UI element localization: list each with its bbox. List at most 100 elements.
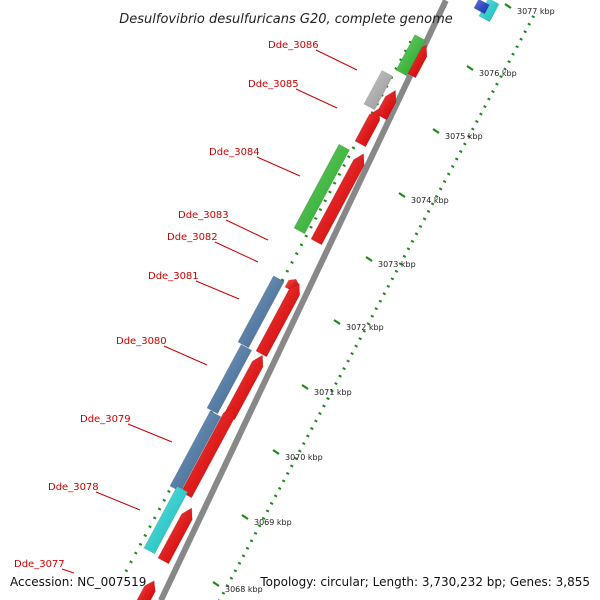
minor-tick xyxy=(471,127,475,131)
minor-tick xyxy=(330,389,334,393)
minor-tick xyxy=(491,90,495,94)
minor-tick xyxy=(382,292,387,296)
label-leader xyxy=(295,88,338,109)
tick-label: 3071 kbp xyxy=(314,388,352,397)
label-leader xyxy=(127,423,173,443)
minor-tick xyxy=(523,30,527,34)
minor-tick xyxy=(299,243,304,247)
minor-tick xyxy=(422,217,427,221)
minor-tick xyxy=(304,234,308,238)
minor-tick xyxy=(410,239,415,243)
minor-tick xyxy=(438,187,443,191)
minor-tick xyxy=(290,260,294,264)
tick-label: 3074 kbp xyxy=(411,196,449,205)
minor-tick xyxy=(157,507,162,511)
minor-tick xyxy=(285,471,290,475)
minor-tick xyxy=(499,75,503,79)
minor-tick xyxy=(318,411,322,416)
minor-tick xyxy=(458,149,463,154)
minor-tick xyxy=(418,224,423,228)
minor-tick xyxy=(342,163,346,168)
tick-label: 3068 kbp xyxy=(225,585,263,594)
minor-tick xyxy=(362,329,366,333)
major-tick xyxy=(212,581,220,587)
minor-tick xyxy=(337,172,342,176)
label-leader xyxy=(256,156,301,177)
major-tick xyxy=(398,192,406,198)
minor-tick xyxy=(241,554,246,558)
minor-tick xyxy=(434,194,439,198)
minor-tick xyxy=(281,479,286,483)
feature-layer xyxy=(136,0,500,600)
minor-tick xyxy=(346,359,350,363)
label-leader xyxy=(163,345,208,366)
gene-label: Dde_3078 xyxy=(48,482,99,493)
minor-tick xyxy=(386,284,391,288)
minor-tick xyxy=(143,533,148,538)
minor-tick xyxy=(390,277,395,281)
minor-tick xyxy=(285,269,290,273)
cds-red-6 xyxy=(255,282,301,358)
minor-tick xyxy=(148,525,152,529)
cds-steelblue-4 xyxy=(237,275,285,349)
minor-tick xyxy=(354,344,358,348)
tick-label: 3073 kbp xyxy=(378,260,416,269)
minor-tick xyxy=(162,498,166,502)
minor-tick xyxy=(233,569,238,573)
major-tick xyxy=(466,65,474,71)
genome-title: Desulfovibrio desulfuricans G20, complet… xyxy=(119,12,453,27)
minor-tick xyxy=(253,531,258,535)
minor-tick xyxy=(463,142,467,146)
cds-cyan-7 xyxy=(143,485,189,555)
minor-tick xyxy=(366,322,370,326)
minor-tick xyxy=(358,337,362,341)
minor-tick xyxy=(129,560,133,564)
tick-label: 3072 kbp xyxy=(346,323,384,332)
major-tick xyxy=(241,514,249,520)
minor-tick xyxy=(394,269,399,273)
minor-tick xyxy=(124,569,129,573)
minor-tick xyxy=(483,105,487,109)
cds-gray-2 xyxy=(363,69,394,111)
tick-label: 3076 kbp xyxy=(479,69,517,78)
minor-tick xyxy=(328,190,332,194)
cds-green-1 xyxy=(395,34,427,77)
minor-tick xyxy=(531,15,535,19)
minor-tick xyxy=(519,37,523,41)
cds-red-8 xyxy=(180,406,235,499)
cds-blue-9 xyxy=(473,0,490,15)
cds-steelblue-5 xyxy=(206,344,253,415)
accession-text: Accession: NC_007519 xyxy=(10,575,146,589)
gene-label: Dde_3077 xyxy=(14,559,65,570)
minor-tick xyxy=(167,489,171,493)
minor-tick xyxy=(378,299,383,303)
label-leader xyxy=(195,280,240,300)
tick-label: 3069 kbp xyxy=(254,518,292,527)
gene-label: Dde_3086 xyxy=(268,40,319,51)
minor-tick xyxy=(332,181,337,185)
minor-tick xyxy=(446,172,451,176)
minor-tick xyxy=(298,449,302,453)
gene-label-layer: Dde_3086 Dde_3085 Dde_3084 Dde_3083 Dde_3082… xyxy=(14,40,358,574)
cds-red-9 xyxy=(157,507,193,565)
minor-tick xyxy=(430,202,435,206)
major-tick xyxy=(301,384,309,390)
minor-tick xyxy=(450,164,455,169)
minor-tick xyxy=(511,52,515,56)
topology-text: Topology: circular; Length: 3,730,232 bp… xyxy=(259,575,590,589)
minor-tick xyxy=(467,134,471,139)
major-tick xyxy=(432,128,440,134)
minor-tick xyxy=(245,546,250,550)
major-tick xyxy=(333,319,341,325)
minor-tick xyxy=(426,209,431,213)
minor-tick xyxy=(138,542,143,546)
minor-tick xyxy=(294,456,298,461)
cds-red-3 xyxy=(354,107,381,148)
major-tick xyxy=(365,256,373,262)
minor-tick xyxy=(334,382,338,386)
minor-tick xyxy=(322,404,326,408)
cds-red-4 xyxy=(310,153,365,246)
minor-tick xyxy=(398,262,403,266)
gene-label: Dde_3084 xyxy=(209,147,260,158)
